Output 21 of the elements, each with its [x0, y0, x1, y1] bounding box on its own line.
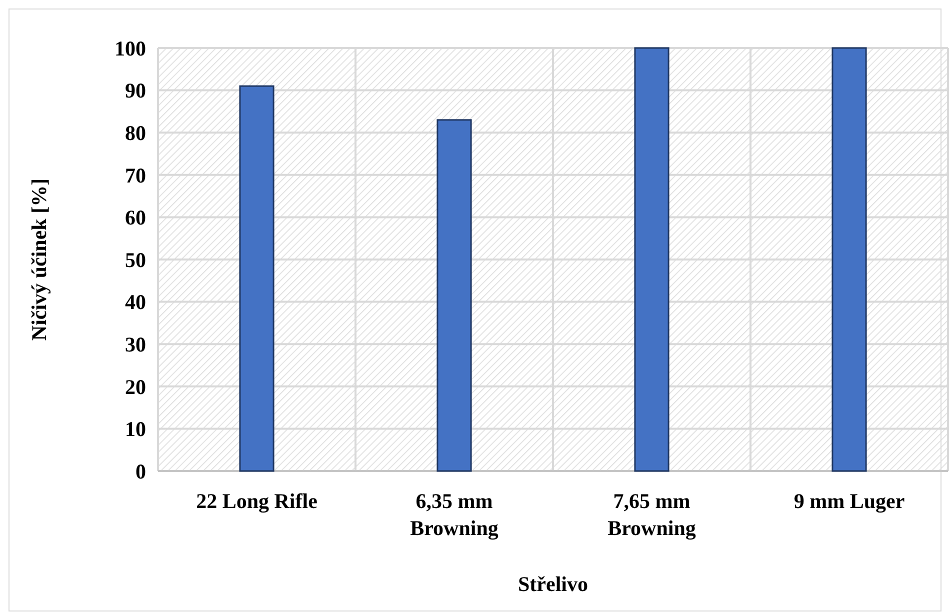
- y-tick-label: 70: [125, 163, 146, 188]
- x-axis-title: Střelivo: [518, 572, 588, 596]
- x-tick-label: 22 Long Rifle: [196, 489, 318, 513]
- y-tick-label: 60: [125, 206, 146, 230]
- y-tick-label: 80: [125, 120, 146, 145]
- bar: [832, 47, 867, 472]
- y-tick-label: 20: [125, 374, 146, 399]
- x-tick-label: 6,35 mm Browning: [410, 489, 499, 540]
- y-tick-label: 90: [125, 78, 146, 103]
- y-tick-label: 10: [125, 417, 146, 442]
- y-tick-label: 100: [114, 36, 146, 60]
- x-tick-label: 9 mm Luger: [794, 489, 905, 513]
- y-tick-label: 40: [125, 290, 146, 314]
- bar: [436, 119, 472, 472]
- y-tick-label: 30: [125, 332, 146, 356]
- y-tick-label: 50: [125, 248, 146, 272]
- x-tick-label: 7,65 mm Browning: [608, 489, 696, 540]
- y-tick-label: 0: [136, 459, 146, 484]
- y-axis-title: Ničivý účinek [%]: [27, 178, 51, 341]
- bar: [239, 85, 274, 472]
- bar: [634, 47, 670, 472]
